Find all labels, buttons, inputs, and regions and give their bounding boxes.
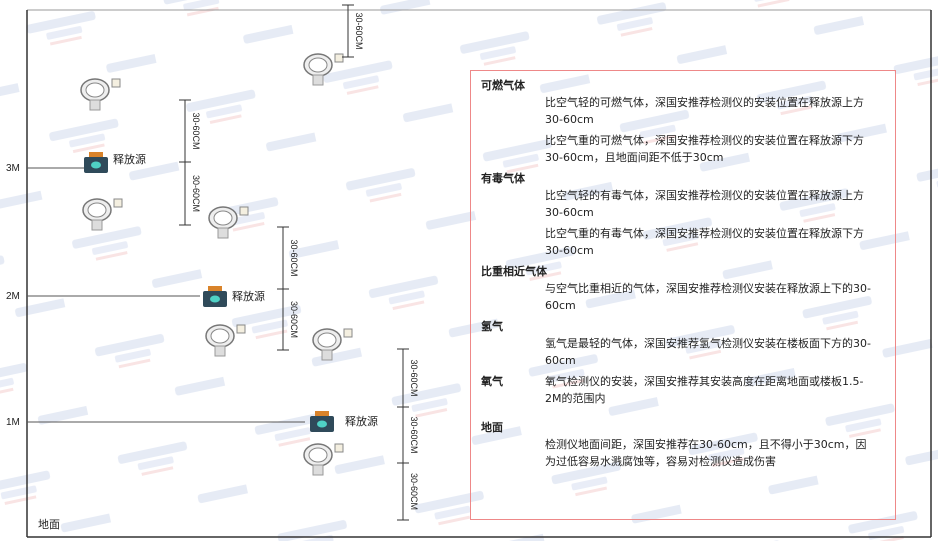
- toxic-title: 有毒气体: [481, 172, 525, 185]
- dimension-label: 30-60CM: [409, 359, 419, 396]
- dimension-line: 30-60CM 30-60CM: [277, 226, 299, 351]
- ground-title: 地面: [481, 421, 503, 434]
- gas-detector-icon: [303, 443, 344, 476]
- dimension-label: 30-60CM: [409, 416, 419, 453]
- dimension-line: 30-60CM: [342, 4, 364, 58]
- gas-detector-icon: [82, 198, 123, 231]
- source-label: 释放源: [113, 152, 146, 166]
- skull-icon: [317, 420, 327, 428]
- level-2m: 2M: [6, 291, 20, 302]
- release-source: 释放源: [84, 152, 146, 173]
- release-source: 释放源: [203, 286, 265, 307]
- flammable-light: 比空气轻的可燃气体，深国安推荐检测仪的安装位置在释放源上方30-60cm: [545, 96, 864, 126]
- source-cap: [89, 152, 103, 157]
- release-source: 释放源: [310, 411, 378, 432]
- dimension-line: 30-60CM 30-60CM: [179, 99, 201, 226]
- hydrogen-title: 氢气: [481, 320, 503, 333]
- level-3m: 3M: [6, 163, 20, 174]
- hydrogen-text: 氢气是最轻的气体，深国安推荐氢气检测仪安装在楼板面下方的30-60cm: [545, 337, 871, 367]
- skull-icon: [91, 161, 101, 169]
- similar-text: 与空气比重相近的气体，深国安推荐检测仪安装在释放源上下的30-60cm: [545, 282, 871, 312]
- dimension-label: 30-60CM: [289, 301, 299, 338]
- gas-detector-icon: [205, 324, 246, 357]
- oxygen-text: 氧气检测仪的安装，深国安推荐其安装高度在距离地面或楼板1.5-2M的范围内: [545, 375, 864, 405]
- dimension-line: 30-60CM 30-60CM 30-60CM: [397, 348, 419, 521]
- source-cap: [208, 286, 222, 291]
- level-1m: 1M: [6, 417, 20, 428]
- similar-title: 比重相近气体: [481, 265, 547, 278]
- gas-detector-icon: [80, 78, 121, 111]
- notes-panel: 可燃气体 比空气轻的可燃气体，深国安推荐检测仪的安装位置在释放源上方30-60c…: [470, 70, 896, 520]
- oxygen-title: 氧气: [481, 375, 503, 388]
- flammable-title: 可燃气体: [481, 79, 525, 92]
- dimension-label: 30-60CM: [191, 112, 201, 149]
- gas-detector-icon: [303, 53, 344, 86]
- gas-detector-icon: [208, 206, 249, 239]
- source-label: 释放源: [345, 414, 378, 428]
- flammable-heavy: 比空气重的可燃气体，深国安推荐检测仪的安装位置在释放源下方30-60cm，且地面…: [545, 134, 864, 164]
- dimension-label: 30-60CM: [354, 12, 364, 49]
- dimension-label: 30-60CM: [191, 175, 201, 212]
- toxic-heavy: 比空气重的有毒气体，深国安推荐检测仪的安装位置在释放源下方30-60cm: [545, 227, 864, 257]
- dimension-label: 30-60CM: [409, 473, 419, 510]
- skull-icon: [210, 295, 220, 303]
- ground-text: 检测仪地面间距，深国安推荐在30-60cm，且不得小于30cm，因为过低容易水溅…: [545, 438, 867, 468]
- dimension-label: 30-60CM: [289, 239, 299, 276]
- source-label: 释放源: [232, 289, 265, 303]
- ground-label: 地面: [38, 518, 60, 531]
- toxic-light: 比空气轻的有毒气体，深国安推荐检测仪的安装位置在释放源上方30-60cm: [545, 189, 864, 219]
- gas-detector-icon: [312, 328, 353, 361]
- source-cap: [315, 411, 329, 416]
